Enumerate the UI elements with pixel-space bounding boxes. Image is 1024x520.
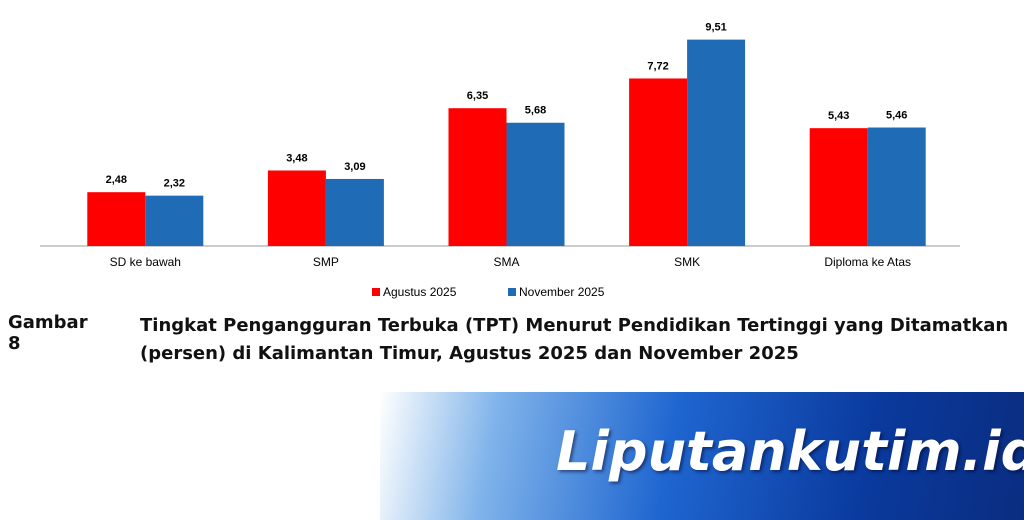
value-label: 3,09 — [344, 161, 365, 173]
value-label: 5,43 — [828, 110, 849, 122]
bar — [687, 39, 746, 247]
value-label: 5,68 — [525, 105, 546, 117]
bar — [809, 128, 868, 246]
bar — [506, 122, 565, 246]
value-label: 3,48 — [286, 152, 307, 164]
x-tick-label: Diploma ke Atas — [824, 255, 911, 269]
chart: SD ke bawah 2,48 2,32 SMP 3,48 3,09 SMA 6,35 5,6… — [40, 22, 960, 299]
x-tick-label: SD ke bawah — [110, 255, 181, 269]
bar — [145, 195, 204, 246]
value-label: 2,32 — [164, 178, 185, 190]
value-label: 7,72 — [647, 60, 668, 72]
value-label: 5,46 — [886, 109, 907, 121]
bar — [325, 178, 384, 246]
watermark: Liputankutim.id — [556, 420, 1024, 483]
value-label: 2,48 — [106, 174, 127, 186]
value-label: 6,35 — [467, 90, 488, 102]
legend-swatch — [508, 288, 516, 296]
x-tick-label: SMA — [493, 255, 519, 269]
watermark-band — [380, 392, 1024, 520]
legend-label: November 2025 — [519, 285, 605, 299]
caption-text: Tingkat Pengangguran Terbuka (TPT) Menur… — [140, 315, 1009, 364]
x-tick-label: SMP — [313, 255, 339, 269]
bar — [267, 170, 326, 246]
bar — [87, 192, 146, 246]
legend-swatch — [372, 288, 380, 296]
caption-label: Gambar 8 — [8, 312, 88, 354]
bar — [629, 78, 688, 246]
bar — [867, 127, 926, 246]
bar — [448, 108, 507, 246]
legend-label: Agustus 2025 — [383, 285, 457, 299]
x-tick-label: SMK — [674, 255, 700, 269]
value-label: 9,51 — [705, 22, 726, 34]
